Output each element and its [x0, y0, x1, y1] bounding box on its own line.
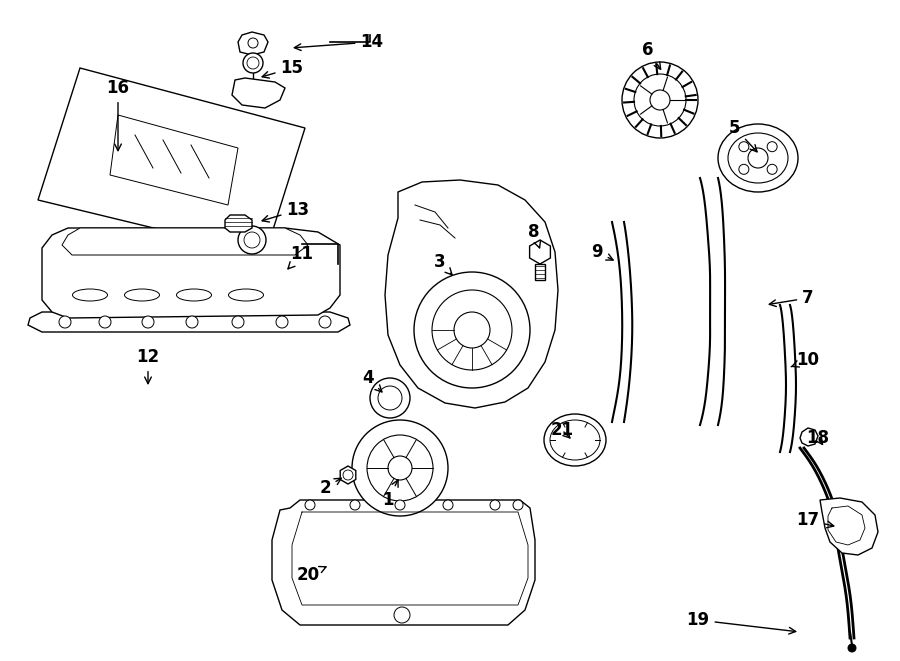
Text: 1: 1	[382, 480, 398, 509]
Polygon shape	[238, 32, 268, 55]
Circle shape	[367, 435, 433, 501]
Polygon shape	[28, 312, 350, 332]
Polygon shape	[820, 498, 878, 555]
Text: 10: 10	[791, 351, 820, 369]
Text: 13: 13	[262, 201, 310, 222]
Ellipse shape	[550, 420, 600, 460]
Circle shape	[394, 607, 410, 623]
Circle shape	[319, 316, 331, 328]
Text: 19: 19	[687, 611, 796, 634]
Text: 4: 4	[362, 369, 382, 392]
Text: 5: 5	[729, 119, 757, 152]
Text: 18: 18	[806, 429, 830, 447]
Circle shape	[243, 53, 263, 73]
Text: 2: 2	[320, 478, 341, 497]
Ellipse shape	[124, 289, 159, 301]
Text: 3: 3	[434, 253, 452, 275]
Polygon shape	[385, 180, 558, 408]
Circle shape	[238, 226, 266, 254]
Polygon shape	[62, 228, 308, 255]
Circle shape	[352, 420, 448, 516]
Circle shape	[622, 62, 698, 138]
Circle shape	[490, 500, 500, 510]
Text: 14: 14	[294, 33, 383, 51]
Polygon shape	[529, 240, 551, 264]
Polygon shape	[232, 78, 285, 108]
Polygon shape	[42, 228, 340, 318]
Circle shape	[395, 500, 405, 510]
Circle shape	[99, 316, 111, 328]
Ellipse shape	[544, 414, 606, 466]
Circle shape	[454, 312, 490, 348]
Circle shape	[767, 165, 777, 175]
Circle shape	[276, 316, 288, 328]
Text: 9: 9	[591, 243, 613, 261]
Circle shape	[513, 500, 523, 510]
Circle shape	[739, 141, 749, 151]
Polygon shape	[272, 500, 535, 625]
Polygon shape	[535, 264, 545, 280]
Polygon shape	[800, 428, 818, 446]
Circle shape	[142, 316, 154, 328]
Ellipse shape	[229, 289, 264, 301]
Text: 11: 11	[288, 245, 313, 269]
Circle shape	[305, 500, 315, 510]
Circle shape	[186, 316, 198, 328]
Circle shape	[848, 644, 856, 652]
Circle shape	[388, 456, 412, 480]
Circle shape	[432, 290, 512, 370]
Circle shape	[634, 74, 686, 126]
Ellipse shape	[718, 124, 798, 192]
Polygon shape	[340, 466, 356, 484]
Text: 7: 7	[770, 289, 814, 307]
Circle shape	[748, 148, 768, 168]
Text: 15: 15	[262, 59, 303, 78]
Circle shape	[414, 272, 530, 388]
Text: 8: 8	[528, 223, 541, 248]
Ellipse shape	[73, 289, 107, 301]
Circle shape	[350, 500, 360, 510]
Circle shape	[59, 316, 71, 328]
Circle shape	[767, 141, 777, 151]
Circle shape	[378, 386, 402, 410]
Circle shape	[650, 90, 670, 110]
Circle shape	[370, 378, 410, 418]
Polygon shape	[38, 68, 305, 255]
Circle shape	[443, 500, 453, 510]
Circle shape	[248, 38, 258, 48]
Polygon shape	[110, 115, 238, 205]
Text: 17: 17	[796, 511, 833, 529]
Ellipse shape	[728, 133, 788, 183]
Circle shape	[232, 316, 244, 328]
Text: 16: 16	[106, 79, 130, 151]
Text: 6: 6	[643, 41, 661, 69]
Circle shape	[739, 165, 749, 175]
Circle shape	[247, 57, 259, 69]
Circle shape	[343, 470, 353, 480]
Text: 12: 12	[137, 348, 159, 383]
Text: 21: 21	[551, 421, 573, 439]
Ellipse shape	[176, 289, 212, 301]
Text: 20: 20	[296, 566, 326, 584]
Polygon shape	[225, 215, 252, 232]
Circle shape	[244, 232, 260, 248]
